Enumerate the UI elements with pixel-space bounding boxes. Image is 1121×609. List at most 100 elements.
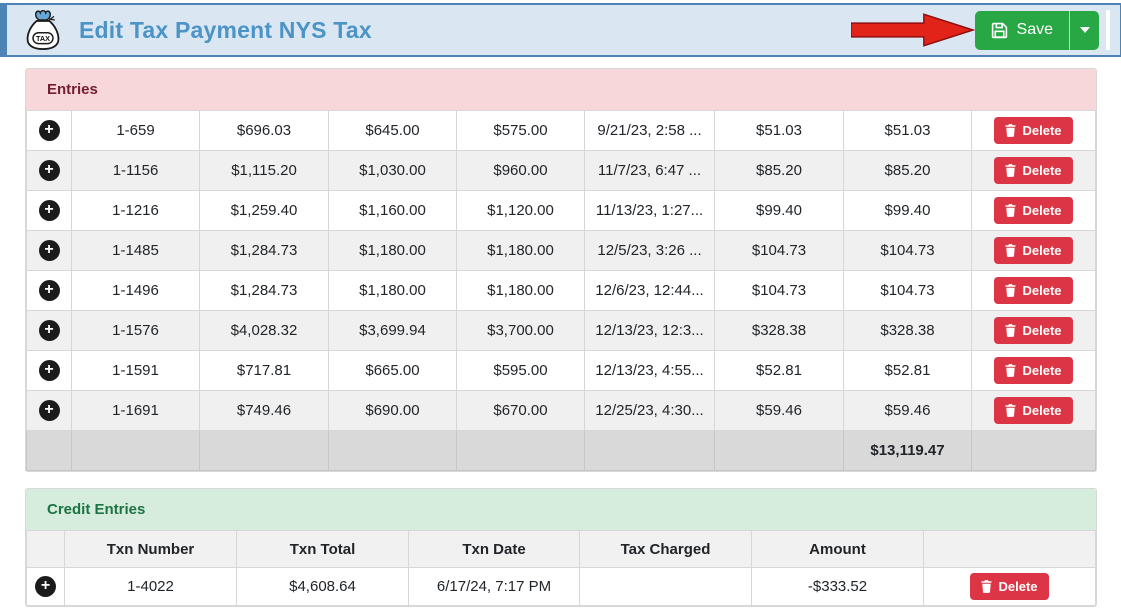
delete-button-label: Delete (1022, 123, 1062, 138)
amount-cell: $328.38 (843, 310, 972, 351)
entries-row: + 1-1156 $1,115.20 $1,030.00 $960.00 11/… (26, 150, 1096, 191)
trash-icon (1005, 124, 1016, 137)
col-header-amount: Amount (751, 530, 924, 568)
txn-number-cell: 1-659 (71, 110, 200, 151)
plus-icon: + (44, 160, 54, 178)
delete-row-button[interactable]: Delete (994, 397, 1073, 424)
txn-date-cell: 9/21/23, 2:58 ... (584, 110, 715, 151)
tax-charged-cell: $52.81 (714, 350, 844, 391)
trash-icon (1005, 364, 1016, 377)
tax-charged-cell: $104.73 (714, 270, 844, 311)
trash-icon (1005, 204, 1016, 217)
plus-icon: + (44, 360, 54, 378)
save-dropdown-toggle[interactable] (1069, 10, 1099, 50)
delete-row-button[interactable]: Delete (994, 317, 1073, 344)
caret-down-icon (1079, 27, 1090, 33)
trash-icon (1005, 404, 1016, 417)
txn-total-cell: $696.03 (199, 110, 329, 151)
tax-charged-cell: $104.73 (714, 230, 844, 271)
delete-row-button[interactable]: Delete (994, 357, 1073, 384)
col-header-txn-date: Txn Date (408, 530, 580, 568)
plus-icon: + (40, 576, 51, 594)
txn-number-cell: 1-1576 (71, 310, 200, 351)
plus-icon: + (44, 200, 54, 218)
txn-date-cell: 11/7/23, 6:47 ... (584, 150, 715, 191)
amount-cell: $51.03 (843, 110, 972, 151)
delete-row-button[interactable]: Delete (994, 157, 1073, 184)
txn-total-cell: $1,284.73 (199, 230, 329, 271)
icon-tax-label: TAX (36, 34, 50, 43)
txn-date-cell: 6/17/24, 7:17 PM (408, 567, 580, 606)
entries-row: + 1-1691 $749.46 $690.00 $670.00 12/25/2… (26, 390, 1096, 431)
tax-charged-cell (579, 567, 752, 606)
save-button[interactable]: Save (975, 11, 1069, 50)
txn-number-cell: 1-1496 (71, 270, 200, 311)
delete-row-button[interactable]: Delete (994, 197, 1073, 224)
txn-total-cell: $1,259.40 (199, 190, 329, 231)
amount-cell: $3,699.94 (328, 310, 457, 351)
delete-button-label: Delete (1022, 403, 1062, 418)
expand-row-button[interactable]: + (35, 576, 56, 597)
entries-row: + 1-1591 $717.81 $665.00 $595.00 12/13/2… (26, 350, 1096, 391)
expand-row-button[interactable]: + (38, 320, 60, 341)
delete-button-label: Delete (998, 579, 1038, 594)
col-header-tax-charged: Tax Charged (579, 530, 752, 568)
tax-charged-cell: $85.20 (714, 150, 844, 191)
txn-total-cell: $749.46 (199, 390, 329, 431)
txn-number-cell: 1-1156 (71, 150, 200, 191)
expand-row-button[interactable]: + (38, 400, 60, 421)
txn-date-cell: 12/13/23, 12:3... (584, 310, 715, 351)
trash-icon (981, 580, 992, 593)
expand-row-button[interactable]: + (38, 240, 60, 261)
amount-cell: $1,180.00 (328, 230, 457, 271)
amount-cell: $1,180.00 (328, 270, 457, 311)
amount-cell: $1,120.00 (456, 190, 585, 231)
plus-icon: + (44, 240, 54, 258)
amount-cell: $595.00 (456, 350, 585, 391)
save-group-divider (1106, 10, 1110, 50)
page-header: TAX Edit Tax Payment NYS Tax Save (0, 3, 1121, 57)
txn-number-cell: 1-1216 (71, 190, 200, 231)
expand-row-button[interactable]: + (38, 200, 60, 221)
amount-cell: $575.00 (456, 110, 585, 151)
delete-button-label: Delete (1022, 283, 1062, 298)
amount-cell: $960.00 (456, 150, 585, 191)
tax-charged-cell: $99.40 (714, 190, 844, 231)
delete-row-button[interactable]: Delete (970, 573, 1049, 600)
expand-row-button[interactable]: + (38, 360, 60, 381)
amount-cell: $104.73 (843, 270, 972, 311)
delete-button-label: Delete (1022, 163, 1062, 178)
entries-row: + 1-659 $696.03 $645.00 $575.00 9/21/23,… (26, 110, 1096, 151)
amount-cell: -$333.52 (751, 567, 924, 606)
plus-icon: + (44, 320, 54, 338)
trash-icon (1005, 164, 1016, 177)
trash-icon (1005, 244, 1016, 257)
col-header-txn-total: Txn Total (236, 530, 409, 568)
expand-row-button[interactable]: + (38, 280, 60, 301)
txn-number-cell: 1-1485 (71, 230, 200, 271)
trash-icon (1005, 324, 1016, 337)
save-button-label: Save (1016, 21, 1053, 38)
credit-entries-panel: Credit Entries Txn Number Txn Total Txn … (25, 488, 1097, 607)
txn-number-cell: 1-1691 (71, 390, 200, 431)
amount-cell: $670.00 (456, 390, 585, 431)
delete-row-button[interactable]: Delete (994, 277, 1073, 304)
entries-panel-title: Entries (47, 81, 98, 98)
delete-row-button[interactable]: Delete (994, 237, 1073, 264)
entries-panel-header: Entries (26, 69, 1096, 110)
txn-date-cell: 12/5/23, 3:26 ... (584, 230, 715, 271)
delete-button-label: Delete (1022, 203, 1062, 218)
delete-button-label: Delete (1022, 363, 1062, 378)
credit-entries-header-row: Txn Number Txn Total Txn Date Tax Charge… (26, 530, 1096, 568)
txn-number-cell: 1-1591 (71, 350, 200, 391)
txn-date-cell: 12/13/23, 4:55... (584, 350, 715, 391)
delete-button-label: Delete (1022, 243, 1062, 258)
amount-cell: $1,160.00 (328, 190, 457, 231)
plus-icon: + (44, 120, 54, 138)
delete-row-button[interactable]: Delete (994, 117, 1073, 144)
txn-date-cell: 12/6/23, 12:44... (584, 270, 715, 311)
floppy-disk-icon (991, 22, 1007, 38)
expand-row-button[interactable]: + (38, 120, 60, 141)
expand-row-button[interactable]: + (38, 160, 60, 181)
entries-row: + 1-1216 $1,259.40 $1,160.00 $1,120.00 1… (26, 190, 1096, 231)
